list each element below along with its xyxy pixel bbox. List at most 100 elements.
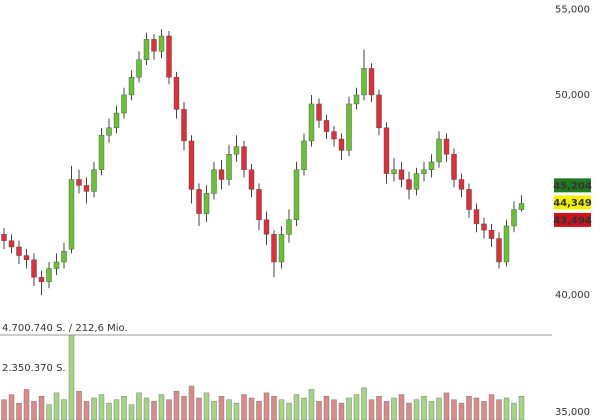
volume-bar xyxy=(398,394,405,420)
candle-body xyxy=(293,169,300,220)
candle-body xyxy=(76,179,82,186)
volume-bar xyxy=(511,402,517,420)
candle-body xyxy=(226,154,232,180)
candle-body xyxy=(398,169,405,180)
candle-body xyxy=(16,246,22,256)
candle-body xyxy=(466,189,472,210)
volume-bar xyxy=(211,401,217,420)
volume-bar xyxy=(406,402,412,420)
candle-body xyxy=(496,238,502,263)
candle-body xyxy=(361,68,367,96)
candle-body xyxy=(68,179,75,250)
volume-bar xyxy=(271,396,277,420)
candle-body xyxy=(241,146,247,170)
candle-body xyxy=(181,109,187,142)
candle-body xyxy=(458,179,465,190)
candle-body xyxy=(331,131,337,140)
volume-tick-label: 4.700.740 S. / 212,6 Mio. xyxy=(2,323,128,334)
volume-bar xyxy=(503,397,510,420)
volume-bar xyxy=(473,397,480,420)
volume-bar xyxy=(38,396,45,420)
volume-bar xyxy=(488,394,495,420)
volume-bar xyxy=(203,392,210,420)
volume-bar xyxy=(91,397,97,420)
candle-body xyxy=(256,189,262,220)
candle-body xyxy=(428,161,435,170)
volume-bar xyxy=(53,392,60,420)
volume-bar xyxy=(278,399,285,420)
volume-bar xyxy=(233,402,240,420)
candle-body xyxy=(406,179,412,190)
candle-body xyxy=(196,189,202,214)
candle-body xyxy=(286,219,292,235)
candle-body xyxy=(98,135,105,170)
candle-body xyxy=(151,39,157,52)
candle-body xyxy=(211,169,217,194)
volume-bar xyxy=(361,387,367,420)
volume-bar xyxy=(151,401,157,420)
candle-body xyxy=(128,76,135,96)
candle-body xyxy=(91,169,97,192)
candle-body xyxy=(301,140,307,170)
volume-bar xyxy=(308,389,315,420)
volume-bar xyxy=(353,394,360,420)
volume-bar xyxy=(218,396,225,420)
volume-bar xyxy=(458,402,465,420)
volume-bar xyxy=(451,399,457,420)
candle-body xyxy=(368,68,375,96)
price-marker xyxy=(554,195,591,210)
price-marker xyxy=(554,178,591,193)
volume-bar xyxy=(121,396,127,420)
price-marker-label: 44,349 xyxy=(553,198,592,209)
candle-body xyxy=(346,103,352,151)
candle-body xyxy=(143,39,150,60)
price-marker-label: 43,494 xyxy=(553,215,592,226)
candle-body xyxy=(53,261,60,269)
volume-bar xyxy=(1,399,7,420)
volume-bar xyxy=(143,397,150,420)
volume-bar xyxy=(31,401,37,420)
candle-body xyxy=(383,127,390,174)
candle-body xyxy=(203,193,210,214)
volume-bar xyxy=(346,397,352,420)
volume-bar xyxy=(68,334,75,420)
volume-bar xyxy=(248,397,255,420)
candle-body xyxy=(121,94,127,114)
volume-bar xyxy=(23,389,30,420)
volume-bar xyxy=(98,394,105,420)
volume-bar xyxy=(196,397,202,420)
candle-body xyxy=(158,35,165,52)
candle-body xyxy=(421,169,427,174)
volume-bar xyxy=(338,402,345,420)
volume-bar xyxy=(8,394,15,420)
volume-bar xyxy=(256,401,262,420)
candle-body xyxy=(391,169,397,174)
volume-bar xyxy=(376,396,382,420)
candle-body xyxy=(38,277,45,282)
volume-bar xyxy=(413,399,420,420)
candle-body xyxy=(271,234,277,263)
candle-body xyxy=(23,255,30,261)
volume-bar xyxy=(158,394,165,420)
volume-bar xyxy=(76,390,82,420)
candle-body xyxy=(518,203,525,210)
candle-body xyxy=(323,120,330,132)
volume-bar xyxy=(46,404,52,420)
y-tick-label: 40,000 xyxy=(555,290,590,301)
volume-bar xyxy=(286,402,292,420)
volume-bar xyxy=(61,399,67,420)
candle-body xyxy=(61,251,67,263)
candle-body xyxy=(443,138,450,155)
volume-bar xyxy=(106,402,112,420)
volume-bar xyxy=(466,396,472,420)
candle-body xyxy=(503,225,510,263)
volume-bar xyxy=(481,401,487,420)
candle-body xyxy=(173,76,180,110)
volume-bar xyxy=(128,404,135,420)
volume-bar xyxy=(166,399,172,420)
volume-bar xyxy=(368,399,375,420)
candle-body xyxy=(83,185,90,192)
volume-bar xyxy=(16,402,22,420)
volume-bar xyxy=(226,399,232,420)
